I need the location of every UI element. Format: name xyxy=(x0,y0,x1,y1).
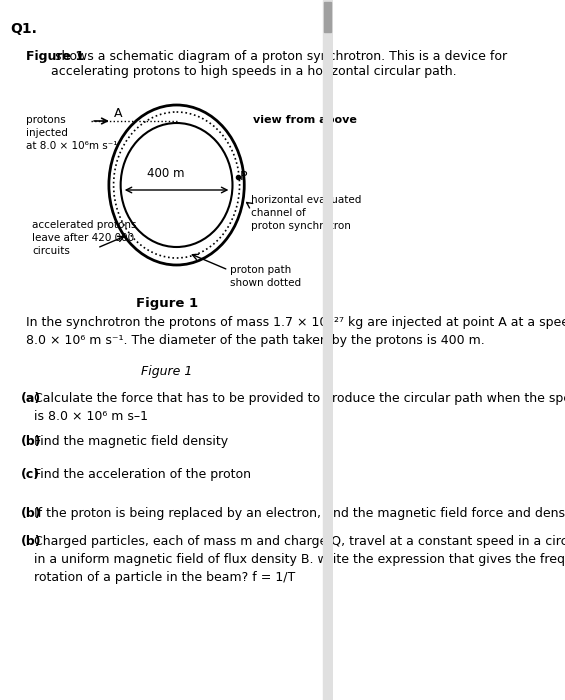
Text: Figure 1: Figure 1 xyxy=(136,297,198,310)
Text: (a): (a) xyxy=(20,392,41,405)
Bar xyxy=(323,0,333,700)
Text: (b): (b) xyxy=(20,507,41,520)
Bar xyxy=(324,2,332,32)
Text: (c): (c) xyxy=(20,468,40,481)
Text: proton path
shown dotted: proton path shown dotted xyxy=(229,265,301,288)
Text: horizontal evacuated
channel of
proton synchrotron: horizontal evacuated channel of proton s… xyxy=(251,195,362,232)
Text: Figure 1: Figure 1 xyxy=(141,365,192,378)
Text: 400 m: 400 m xyxy=(147,167,185,180)
Text: Q1.: Q1. xyxy=(11,22,37,36)
Text: Calculate the force that has to be provided to produce the circular path when th: Calculate the force that has to be provi… xyxy=(34,392,565,423)
Text: shows a schematic diagram of a proton synchrotron. This is a device for
accelera: shows a schematic diagram of a proton sy… xyxy=(51,50,507,78)
Text: (b): (b) xyxy=(20,535,41,548)
Text: In the synchrotron the protons of mass 1.7 × 10⁻²⁷ kg are injected at point A at: In the synchrotron the protons of mass 1… xyxy=(27,316,565,347)
Text: If the proton is being replaced by an electron, find the magnetic field force an: If the proton is being replaced by an el… xyxy=(34,507,565,520)
Text: A: A xyxy=(114,107,122,120)
Text: P: P xyxy=(240,171,247,183)
Text: Figure 1: Figure 1 xyxy=(27,50,85,63)
Text: (b): (b) xyxy=(20,435,41,448)
Text: accelerated protons
leave after 420 000
circuits: accelerated protons leave after 420 000 … xyxy=(32,220,137,256)
Text: Charged particles, each of mass m and charge Q, travel at a constant speed in a : Charged particles, each of mass m and ch… xyxy=(34,535,565,584)
Text: view from above: view from above xyxy=(253,115,357,125)
Text: Find the acceleration of the proton: Find the acceleration of the proton xyxy=(34,468,251,481)
Text: protons
injected
at 8.0 × 10⁶m s⁻¹: protons injected at 8.0 × 10⁶m s⁻¹ xyxy=(27,115,118,151)
Text: Find the magnetic field density: Find the magnetic field density xyxy=(34,435,228,448)
